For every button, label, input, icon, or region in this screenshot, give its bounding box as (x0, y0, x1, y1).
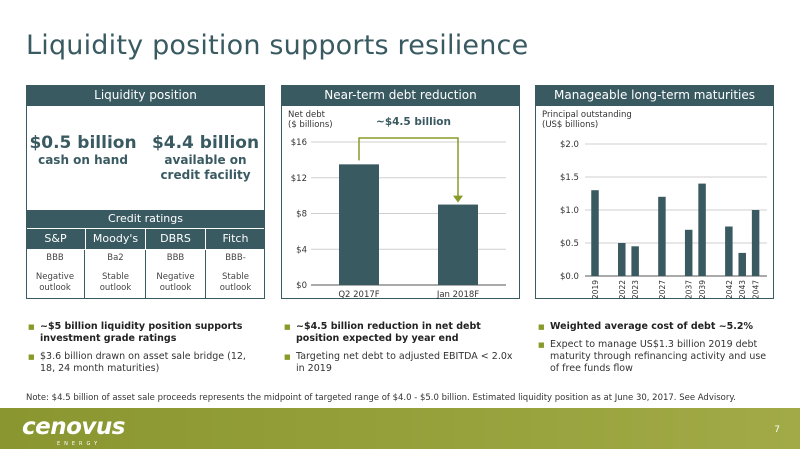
debt-ytick-label: $12 (291, 174, 307, 184)
maturities-ytick-label: $2.0 (560, 140, 579, 150)
maturities-ytick-label: $0.5 (560, 239, 579, 249)
rating-cell-sp: BBB Negative outlook (26, 250, 85, 298)
debt-bar (339, 164, 379, 285)
debt-bullet-2: Targeting net debt to adjusted EBITDA < … (284, 351, 519, 375)
cash-amount: $0.5 billion (28, 133, 138, 153)
debt-bullet-1: ~$4.5 billion reduction in net debt posi… (284, 321, 519, 345)
liquidity-bullet-2: $3.6 billion drawn on asset sale bridge … (28, 351, 263, 375)
maturity-year-label: 2042 (725, 280, 734, 299)
cenovus-logo: cenovus (22, 414, 125, 440)
maturities-bullets: Weighted average cost of debt ~5.2% Expe… (538, 321, 774, 381)
debt-ytick-label: $4 (296, 245, 307, 255)
cenovus-logo-sub: ENERGY (57, 441, 101, 447)
maturities-ytick-label: $1.0 (560, 206, 579, 216)
debt-xtick-label: Jan 2018F (436, 290, 479, 299)
maturity-bar (658, 197, 666, 276)
maturities-chart: $0.0 $0.5 $1.0 $1.5 $2.0 2019 2022 2023 2027 2037… (535, 105, 774, 299)
maturity-year-label: 2019 (591, 280, 600, 299)
rating-agency-sp: S&P (26, 229, 85, 249)
maturities-bullet-1: Weighted average cost of debt ~5.2% (538, 321, 774, 333)
rating-agency-fitch: Fitch (206, 229, 265, 249)
maturity-bar (752, 210, 760, 276)
maturities-bullet-2: Expect to manage US$1.3 billion 2019 deb… (538, 339, 774, 375)
rating-outlook-suffix: outlook (220, 283, 252, 293)
maturity-bar (725, 227, 733, 277)
rating-value: Ba2 (107, 253, 123, 263)
rating-outlook-suffix: outlook (160, 283, 192, 293)
rating-outlook: Negative (146, 272, 205, 283)
page-number: 7 (774, 425, 780, 435)
page-title: Liquidity position supports resilience (26, 30, 528, 61)
maturity-year-label: 2047 (752, 280, 761, 299)
maturities-ytick-label: $1.5 (560, 173, 579, 183)
debt-arrow-head (453, 196, 463, 203)
footer-bar: cenovus ENERGY 7 (0, 408, 800, 449)
rating-outlook: Stable (206, 272, 265, 283)
rating-cell-fitch: BBB- Stable outlook (206, 250, 265, 298)
liquidity-bullet-1: ~$5 billion liquidity position supports … (28, 321, 263, 345)
ratings-header: Credit ratings (26, 210, 265, 228)
maturity-bar (591, 190, 599, 276)
credit-label-1: available on (148, 153, 263, 168)
debt-reduction-bullets: ~$4.5 billion reduction in net debt posi… (284, 321, 519, 381)
maturity-bar (631, 246, 639, 276)
maturity-bar (685, 230, 693, 276)
rating-outlook: Negative (26, 272, 84, 283)
debt-ytick-label: $8 (296, 210, 307, 220)
liquidity-header: Liquidity position (26, 85, 265, 105)
rating-outlook: Stable (86, 272, 145, 283)
rating-value: BBB (167, 253, 185, 263)
maturity-year-label: 2039 (698, 280, 707, 299)
debt-annotation-label: ~$4.5 billion (376, 116, 451, 128)
rating-value: BBB- (225, 253, 246, 263)
rating-value: BBB (46, 253, 64, 263)
maturity-year-label: 2027 (658, 280, 667, 299)
rating-outlook-suffix: outlook (100, 283, 132, 293)
maturity-year-label: 2022 (618, 280, 627, 299)
rating-agency-moodys: Moody's (86, 229, 145, 249)
debt-xtick-label: Q2 2017F (338, 290, 379, 299)
maturities-header: Manageable long-term maturities (535, 85, 774, 105)
rating-cell-moodys: Ba2 Stable outlook (86, 250, 146, 298)
footnote: Note: $4.5 billion of asset sale proceed… (26, 393, 736, 403)
credit-facility: $4.4 billion available on credit facilit… (148, 133, 263, 183)
cash-on-hand: $0.5 billion cash on hand (28, 133, 138, 168)
cash-label: cash on hand (28, 153, 138, 168)
debt-ytick-label: $16 (291, 138, 307, 148)
maturity-year-label: 2023 (631, 280, 640, 299)
debt-ytick-label: $0 (296, 281, 307, 291)
rating-agency-dbrs: DBRS (146, 229, 205, 249)
credit-label-2: credit facility (148, 168, 263, 183)
rating-cell-dbrs: BBB Negative outlook (146, 250, 206, 298)
maturity-bar (698, 184, 706, 276)
maturity-year-label: 2043 (738, 280, 747, 299)
maturity-bar (618, 243, 626, 276)
credit-amount: $4.4 billion (148, 133, 263, 153)
debt-reduction-header: Near-term debt reduction (281, 85, 520, 105)
debt-bar (438, 205, 478, 285)
liquidity-bullets: ~$5 billion liquidity position supports … (28, 321, 263, 381)
maturity-bar (738, 253, 746, 276)
maturities-ytick-label: $0.0 (560, 272, 579, 282)
rating-outlook-suffix: outlook (39, 283, 71, 293)
maturity-year-label: 2037 (685, 280, 694, 299)
debt-chart: $0 $4 $8 $12 $16 Q2 2017F Jan 2018F ~$4.5 billi… (281, 105, 520, 299)
